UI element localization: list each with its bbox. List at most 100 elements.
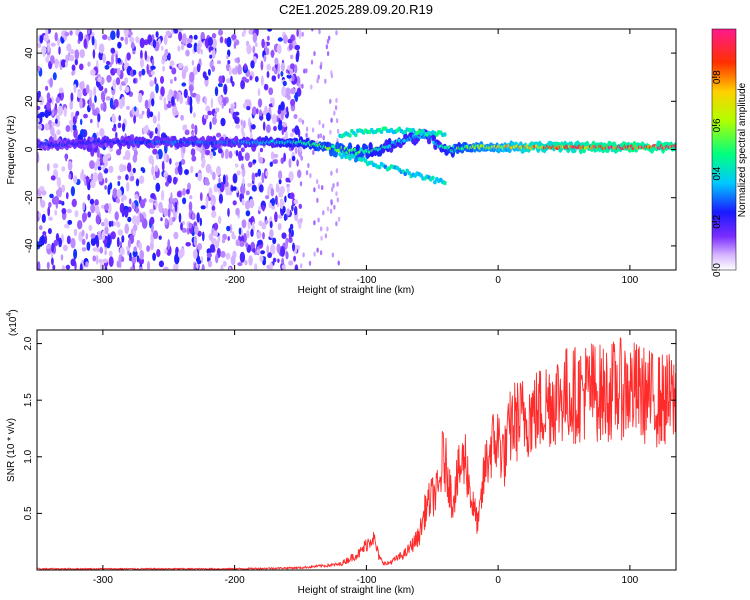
top-x-tick-label: -100 bbox=[356, 275, 376, 286]
heatmap-noise-cell bbox=[293, 255, 296, 262]
heatmap-noise-cell bbox=[241, 131, 246, 138]
heatmap-noise-cell bbox=[248, 29, 254, 35]
heatmap-noise-cell bbox=[238, 150, 242, 162]
heatmap-noise-cell bbox=[37, 105, 41, 111]
heatmap-noise-cell bbox=[221, 103, 224, 109]
heatmap-noise-cell bbox=[117, 122, 122, 129]
heatmap-noise-cell bbox=[174, 253, 180, 265]
heatmap-noise-cell bbox=[74, 49, 80, 60]
heatmap-noise-cell bbox=[81, 169, 84, 177]
heatmap-noise-cell bbox=[71, 124, 77, 131]
heatmap-noise-cell bbox=[258, 220, 263, 227]
colorbar-tick-label: 0.8 bbox=[712, 70, 723, 84]
heatmap-noise-cell bbox=[269, 229, 274, 239]
heatmap-noise-cell bbox=[245, 242, 249, 248]
heatmap-noise-cell bbox=[69, 30, 73, 36]
heatmap-noise-cell bbox=[39, 111, 45, 118]
heatmap-noise-cell bbox=[47, 206, 51, 217]
heatmap-noise-cell bbox=[285, 87, 291, 97]
heatmap-noise-cell bbox=[220, 264, 224, 270]
heatmap-noise-cell bbox=[129, 36, 135, 43]
heatmap-noise-cell bbox=[185, 188, 190, 195]
heatmap-noise-cell bbox=[65, 264, 71, 270]
heatmap-noise-cell bbox=[226, 78, 231, 84]
heatmap-noise-cell bbox=[73, 228, 78, 237]
heatmap-noise-cell bbox=[177, 249, 184, 259]
heatmap-noise-cell bbox=[293, 199, 299, 205]
heatmap-noise-cell bbox=[58, 237, 62, 248]
heatmap-noise-cell bbox=[138, 242, 142, 251]
heatmap-noise-cell bbox=[131, 256, 137, 265]
heatmap-noise-cell bbox=[152, 252, 157, 261]
heatmap-noise-cell bbox=[110, 30, 116, 40]
heatmap-noise-cell bbox=[157, 111, 161, 122]
heatmap-noise-cell bbox=[215, 165, 222, 176]
heatmap-noise-cell bbox=[280, 157, 285, 164]
heatmap-noise-cell bbox=[207, 36, 213, 47]
heatmap-noise-cell bbox=[70, 186, 75, 197]
heatmap-noise-cell bbox=[125, 174, 129, 181]
heatmap-noise-cell bbox=[218, 215, 222, 224]
heatmap-noise-cell bbox=[200, 48, 203, 55]
heatmap-noise-cell bbox=[102, 34, 108, 40]
heatmap-noise-cell bbox=[210, 97, 214, 109]
heatmap-signal-cell bbox=[443, 132, 447, 137]
heatmap-noise-cell bbox=[130, 175, 135, 182]
heatmap-noise-cell bbox=[166, 245, 172, 256]
heatmap-noise-cell bbox=[79, 81, 83, 90]
heatmap-noise-cell bbox=[335, 168, 339, 174]
heatmap-noise-cell bbox=[161, 189, 165, 201]
heatmap-signal-cell bbox=[379, 129, 384, 134]
heatmap-noise-cell bbox=[87, 61, 91, 67]
heatmap-noise-cell bbox=[261, 75, 264, 86]
heatmap-noise-cell bbox=[55, 118, 58, 124]
heatmap-noise-cell bbox=[85, 84, 90, 94]
heatmap-noise-cell bbox=[211, 65, 215, 72]
heatmap-noise-cell bbox=[274, 63, 278, 69]
heatmap-noise-cell bbox=[240, 147, 245, 153]
heatmap-signal-cell bbox=[354, 132, 358, 138]
heatmap-noise-cell bbox=[249, 122, 253, 134]
heatmap-noise-cell bbox=[106, 74, 112, 83]
heatmap-noise-cell bbox=[237, 262, 243, 267]
heatmap-noise-cell bbox=[298, 117, 303, 123]
heatmap-noise-cell bbox=[131, 201, 136, 210]
heatmap-noise-cell bbox=[186, 43, 193, 49]
heatmap-noise-cell bbox=[174, 166, 179, 175]
heatmap-noise-cell bbox=[52, 264, 56, 270]
heatmap-noise-cell bbox=[225, 174, 229, 184]
heatmap-noise-cell bbox=[124, 77, 129, 84]
heatmap-noise-cell bbox=[79, 63, 84, 71]
heatmap-noise-cell bbox=[161, 160, 165, 172]
heatmap-noise-cell bbox=[94, 95, 97, 103]
heatmap-signal-cell bbox=[348, 156, 352, 161]
heatmap-noise-cell bbox=[139, 249, 144, 260]
heatmap-noise-cell bbox=[132, 50, 136, 55]
heatmap-noise-cell bbox=[299, 181, 303, 187]
heatmap-signal-cell bbox=[433, 180, 437, 185]
heatmap-noise-cell bbox=[322, 210, 325, 216]
heatmap-noise-cell bbox=[251, 106, 257, 116]
heatmap-noise-cell bbox=[208, 187, 213, 198]
heatmap-noise-cell bbox=[209, 151, 214, 160]
heatmap-noise-cell bbox=[139, 37, 145, 49]
heatmap-noise-cell bbox=[54, 32, 58, 42]
heatmap-noise-cell bbox=[216, 182, 222, 189]
heatmap-noise-cell bbox=[300, 263, 303, 269]
heatmap-noise-cell bbox=[60, 59, 67, 68]
heatmap-noise-cell bbox=[100, 91, 105, 102]
heatmap-noise-cell bbox=[89, 160, 95, 170]
heatmap-noise-cell bbox=[152, 39, 157, 49]
heatmap-noise-cell bbox=[270, 188, 275, 197]
heatmap-noise-cell bbox=[271, 197, 276, 207]
heatmap-noise-cell bbox=[162, 65, 166, 72]
heatmap-noise-cell bbox=[329, 129, 332, 135]
heatmap-noise-cell bbox=[61, 208, 67, 215]
heatmap-noise-cell bbox=[50, 175, 56, 181]
heatmap-noise-cell bbox=[132, 167, 136, 174]
heatmap-noise-cell bbox=[320, 235, 323, 241]
heatmap-noise-cell bbox=[149, 80, 154, 87]
heatmap-noise-cell bbox=[110, 220, 114, 227]
heatmap-noise-cell bbox=[60, 254, 64, 261]
heatmap-noise-cell bbox=[296, 29, 299, 37]
